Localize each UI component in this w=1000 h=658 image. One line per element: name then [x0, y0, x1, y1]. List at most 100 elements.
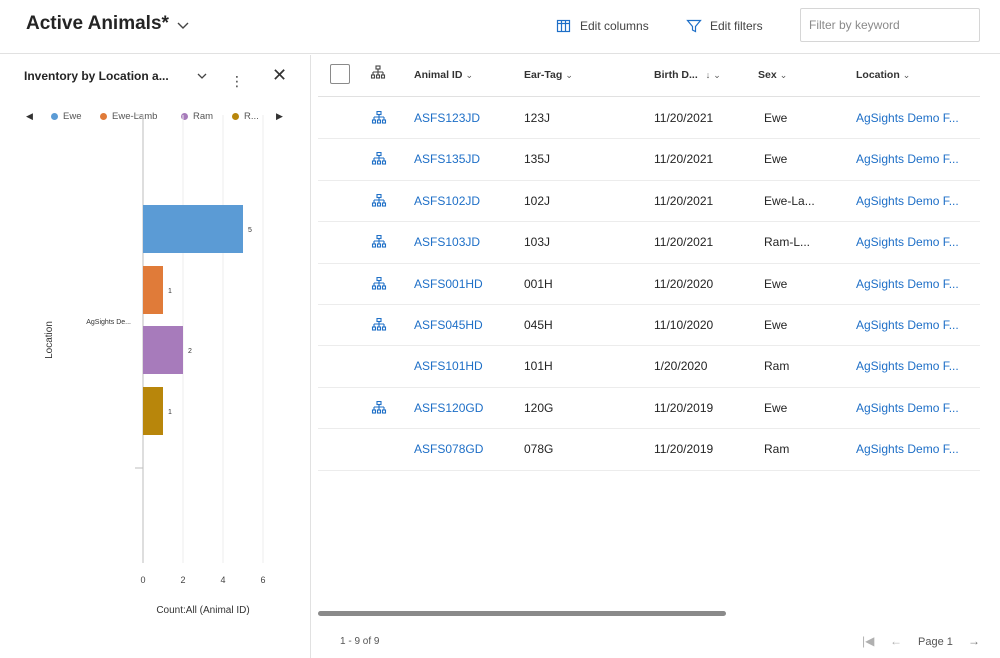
ear-tag-cell: 078G	[524, 442, 554, 457]
x-axis-label: Count:All (Animal ID)	[156, 605, 249, 616]
hierarchy-icon[interactable]	[371, 152, 387, 169]
location-link[interactable]: AgSights Demo F...	[856, 152, 959, 167]
animal-id-link[interactable]: ASFS078GD	[414, 442, 484, 457]
location-link[interactable]: AgSights Demo F...	[856, 193, 959, 208]
birth-date-cell: 11/20/2021	[654, 111, 714, 125]
legend-prev-icon[interactable]: ◀	[26, 111, 33, 121]
data-label: 1	[168, 409, 172, 416]
ear-tag-cell: 123J	[524, 111, 551, 125]
sex-cell: Ram-L...	[764, 235, 811, 250]
animal-id-link[interactable]: ASFS123JD	[414, 111, 481, 125]
column-header-location[interactable]: Location ⌄	[856, 69, 910, 81]
close-icon[interactable]: ✕	[272, 65, 288, 85]
column-header-birth-date[interactable]: Birth D... ↓ ⌄	[654, 69, 721, 81]
animal-id-link[interactable]: ASFS045HD	[414, 317, 483, 332]
legend-label: Ram	[193, 111, 214, 122]
next-page-icon[interactable]: →	[968, 634, 980, 648]
sex-cell: Ewe	[764, 276, 788, 291]
column-header-label: Animal ID	[414, 69, 463, 81]
animal-id-link[interactable]: ASFS001HD	[414, 276, 483, 291]
category-label: AgSights De...	[86, 319, 131, 326]
animal-id-link[interactable]: ASFS102JD	[414, 193, 481, 208]
bar-ram	[143, 326, 183, 374]
page-header: Active Animals* Edit columns Edit filter…	[0, 0, 1000, 54]
birth-date-cell: 11/20/2021	[654, 235, 714, 250]
hierarchy-icon[interactable]	[371, 193, 387, 211]
legend-item[interactable]: Ram	[181, 111, 213, 122]
edit-columns-icon	[556, 19, 571, 33]
more-options-icon[interactable]: ⋮	[230, 73, 244, 89]
table-row[interactable]: ASFS103JD 103J 11/20/2021 Ram-L... AgSights …	[318, 222, 980, 264]
location-link[interactable]: AgSights Demo F...	[856, 111, 959, 125]
table-row[interactable]: ASFS102JD 102J 11/20/2021 Ewe-La... AgSights…	[318, 181, 980, 223]
x-tick-label: 4	[220, 575, 225, 585]
animal-id-link[interactable]: ASFS101HD	[414, 359, 483, 374]
legend-item[interactable]: R...	[232, 111, 259, 122]
legend-next-icon[interactable]: ▶	[276, 111, 283, 121]
animal-id-link[interactable]: ASFS120GD	[414, 400, 484, 415]
location-link[interactable]: AgSights Demo F...	[856, 317, 959, 332]
column-header-sex[interactable]: Sex ⌄	[758, 69, 787, 81]
ear-tag-cell: 045H	[524, 317, 553, 332]
column-header-label: Ear-Tag	[524, 69, 563, 81]
view-title[interactable]: Active Animals*	[26, 13, 169, 34]
bar-ewe	[143, 205, 243, 253]
sex-cell: Ewe	[764, 111, 788, 125]
table-row[interactable]: ASFS078GD 078G 11/20/2019 Ram AgSights Demo …	[318, 429, 980, 471]
legend-dot	[100, 113, 107, 120]
sort-descending-icon: ↓	[705, 70, 711, 80]
animal-id-link[interactable]: ASFS135JD	[414, 152, 481, 167]
birth-date-cell: 11/20/2020	[654, 276, 714, 291]
table-row[interactable]: ASFS120GD 120G 11/20/2019 Ewe AgSights Demo …	[318, 388, 980, 430]
hierarchy-icon[interactable]	[371, 276, 387, 294]
table-row[interactable]: ASFS001HD 001H 11/20/2020 Ewe AgSights Demo …	[318, 264, 980, 305]
chevron-down-icon[interactable]	[176, 18, 190, 32]
hierarchy-icon[interactable]	[371, 110, 387, 128]
ear-tag-cell: 102J	[524, 193, 551, 208]
column-header-label: Birth D...	[654, 69, 698, 81]
data-label: 5	[248, 227, 252, 234]
table-row[interactable]: ASFS123JD 123J 11/20/2021 Ewe AgSights Demo …	[318, 98, 980, 140]
hierarchy-icon[interactable]	[371, 317, 387, 335]
horizontal-scrollbar[interactable]	[318, 611, 726, 616]
column-header-animal-id[interactable]: Animal ID ⌄	[414, 69, 473, 81]
first-page-icon[interactable]: |◀	[862, 634, 875, 648]
y-axis-label: Location	[44, 321, 55, 359]
edit-filters-button[interactable]: Edit filters	[686, 16, 763, 36]
bar-r-	[143, 387, 163, 435]
chevron-down-icon[interactable]	[196, 70, 208, 82]
table-row[interactable]: ASFS101HD 101H 1/20/2020 Ram AgSights Demo F…	[318, 346, 980, 388]
data-label: 1	[168, 288, 172, 295]
chart-panel: Inventory by Location a... ⋮ ✕ ◀ Ewe Ewe…	[0, 55, 311, 658]
location-link[interactable]: AgSights Demo F...	[856, 442, 959, 457]
ear-tag-cell: 120G	[524, 400, 554, 415]
legend-item[interactable]: Ewe	[51, 111, 81, 122]
location-link[interactable]: AgSights Demo F...	[856, 235, 959, 250]
location-link[interactable]: AgSights Demo F...	[856, 400, 959, 415]
legend-label: R...	[244, 111, 259, 122]
sex-cell: Ewe	[764, 317, 788, 332]
ear-tag-cell: 101H	[524, 359, 553, 374]
search-input[interactable]	[800, 8, 980, 42]
sex-cell: Ewe	[764, 152, 788, 167]
chevron-down-icon: ⌄	[779, 69, 788, 80]
data-label: 2	[188, 348, 192, 355]
select-all-checkbox[interactable]	[330, 64, 350, 84]
table-row[interactable]: ASFS045HD 045H 11/10/2020 Ewe AgSights Demo …	[318, 305, 980, 347]
table-row[interactable]: ASFS135JD 135J 11/20/2021 Ewe AgSights Demo …	[318, 139, 980, 181]
sex-cell: Ewe-La...	[764, 193, 815, 208]
hierarchy-icon[interactable]	[371, 400, 387, 418]
previous-page-icon[interactable]: ←	[890, 634, 902, 648]
hierarchy-icon[interactable]	[371, 235, 387, 252]
legend-item[interactable]: Ewe-Lamb	[100, 111, 157, 122]
animal-id-link[interactable]: ASFS103JD	[414, 235, 481, 250]
chart-title[interactable]: Inventory by Location a...	[24, 69, 169, 83]
location-link[interactable]: AgSights Demo F...	[856, 359, 959, 374]
sex-cell: Ewe	[764, 400, 788, 415]
hierarchy-icon[interactable]	[370, 65, 386, 81]
bar-ewe-lamb	[143, 266, 163, 314]
column-header-ear-tag[interactable]: Ear-Tag ⌄	[524, 69, 573, 81]
edit-columns-button[interactable]: Edit columns	[556, 16, 649, 36]
filter-icon	[686, 19, 702, 33]
location-link[interactable]: AgSights Demo F...	[856, 276, 959, 291]
